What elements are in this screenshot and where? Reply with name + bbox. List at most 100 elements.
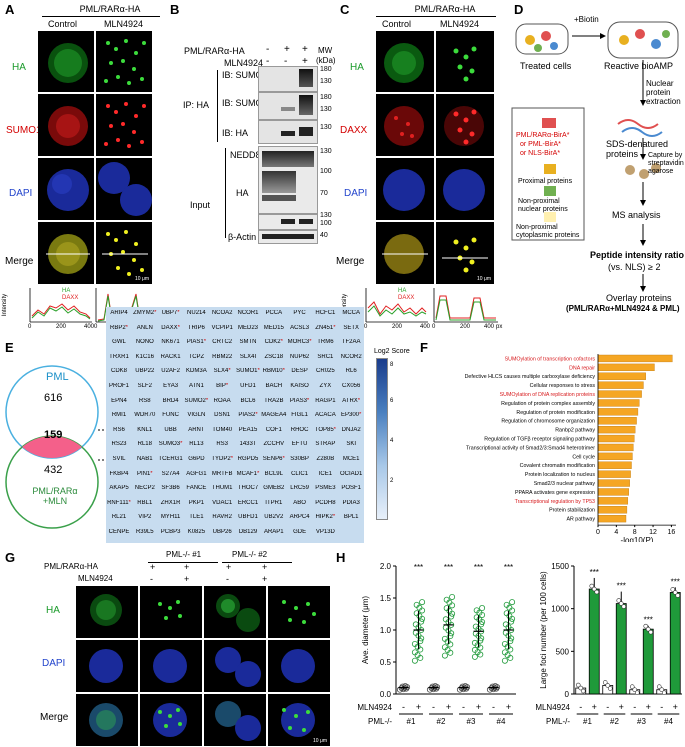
gene-cell: ROAA [213, 397, 231, 404]
gene-cell: TOP85* [314, 426, 337, 433]
sign-b-1-3: + [302, 44, 308, 55]
h-mln-sign: + [416, 702, 421, 712]
gene-cell: KAISO [290, 383, 309, 389]
micrograph-a-merge-control [38, 222, 94, 284]
f-term-label: Smad2/3 nuclear pathway [534, 481, 596, 487]
panel-c-legend-ha: HA [398, 288, 407, 294]
micrograph-c-merge-mln: 10 μm [436, 222, 494, 284]
h-clone-label: #4 [497, 717, 506, 726]
panel-g-row-merge: Merge [40, 712, 69, 723]
gene-cell: SUMO1* [236, 368, 260, 375]
h-row-mln: MLN4924 [357, 703, 392, 712]
h1-point [479, 605, 486, 612]
h2-point [672, 590, 678, 595]
f-term-label: DNA repair [569, 365, 595, 371]
gene-cell: VDAC1 [212, 499, 233, 506]
f-tick-label: 16 [668, 529, 676, 536]
h2-point [580, 688, 586, 694]
gene-cell: CX056 [342, 383, 361, 389]
h1-point [419, 599, 426, 606]
gene-cell: SUMO3* [158, 441, 183, 448]
gene-cell: MCCA [342, 310, 361, 316]
f-bar [597, 470, 631, 478]
f-tick-label: 0 [596, 529, 600, 536]
f-bar [597, 452, 633, 461]
panel-c-label: C [340, 2, 350, 17]
gene-cell: TRM6 [317, 339, 334, 346]
gene-cell: RMI1 [111, 412, 127, 419]
gene-cell: NUP62 [289, 353, 310, 360]
h1-point [441, 635, 448, 642]
h-mln-sign: - [579, 702, 582, 712]
gene-cell: HCFC1 [315, 310, 336, 316]
panel-b-mw-unit: (kDa) [316, 56, 336, 65]
sign-g-2-1: - [150, 574, 153, 584]
f-term-label: SUMOylation of transcription cofactors [505, 356, 596, 362]
h-mln-sign: - [606, 702, 609, 712]
f-bar [597, 497, 629, 505]
gene-cell: ARIP4 [110, 310, 128, 316]
h2-point [661, 690, 667, 696]
h-clone-label: #4 [664, 717, 673, 726]
h2-point [629, 684, 635, 690]
gene-cell: MCAF1* [236, 470, 260, 477]
h2-tick-label: 0 [565, 690, 570, 699]
h2-bar [642, 628, 654, 695]
gene-cell: SRC1 [317, 353, 334, 360]
gene-cell: SMTN [239, 339, 257, 346]
h1-point [507, 638, 514, 645]
micrograph-g-merge-4: 10 μm [268, 694, 330, 746]
sign-g-1-2: + [184, 562, 190, 572]
gene-cell: DSN1 [214, 412, 231, 419]
h-mln-sign: + [592, 702, 597, 712]
gene-cell: EFTU [291, 441, 308, 448]
gene-cell: SUMO2* [184, 397, 209, 404]
blot-sumo1 [258, 66, 318, 92]
f-term-label: Ranbp2 pathway [555, 428, 595, 434]
panel-g-treat-1: PML/RARα-HA [44, 562, 98, 571]
gene-cell: ANLN [136, 324, 153, 331]
h2-point [632, 687, 638, 693]
h2-tick-label: 1500 [551, 562, 569, 571]
gene-cell: DNJA2 [341, 426, 361, 433]
f-tick-label: 12 [649, 529, 657, 536]
colorbar [376, 358, 388, 520]
tick-c2-x400: 400 [484, 324, 495, 330]
h-row-pml: PML-/- [546, 717, 570, 726]
h-mln-sign: - [462, 702, 465, 712]
mw-5: 130 [320, 124, 332, 131]
gene-cell: POSF1 [341, 485, 362, 492]
h-clone-label: #1 [407, 717, 416, 726]
gene-cell: UB2V2 [264, 514, 284, 521]
h1-point [501, 640, 508, 647]
gene-cell: NU214 [187, 310, 206, 316]
gene-cell: SLF2 [137, 383, 152, 389]
h2-point [670, 587, 676, 592]
micrograph-g-dapi-4 [268, 640, 330, 692]
micrograph-a-ha-control [38, 31, 94, 92]
gene-cell: STRAP [315, 441, 336, 448]
h1-point [411, 649, 418, 656]
tick-c-x400: 400 [420, 324, 431, 330]
gene-cell: ZMYM2* [133, 310, 157, 316]
sign-b-2-2: - [284, 56, 288, 67]
h2-sig: *** [644, 616, 653, 625]
f-bar [597, 514, 627, 523]
d-step-overlay-sub: (PML/RARα+MLN4924 & PML) [566, 304, 680, 313]
venn-only-a: 616 [44, 392, 63, 404]
gene-cell: RL6 [345, 368, 357, 375]
gene-cell: RS3 [216, 441, 229, 448]
gene-cell: SENP6* [262, 456, 285, 462]
tick-a-x0: 0 [28, 324, 32, 330]
h2-tick-label: 500 [556, 647, 570, 656]
f-term-label: PPARA activates gene expression [515, 490, 595, 496]
gene-cell: THOC7 [237, 485, 259, 492]
h1-point [471, 639, 478, 646]
gene-cell: BCL6 [240, 397, 256, 404]
micrograph-c-merge-control [376, 222, 434, 284]
micrograph-g-dapi-1 [76, 640, 138, 692]
panel-c-legend-daxx: DAXX [398, 295, 415, 301]
gene-cell: 1433T [239, 441, 257, 448]
gene-cell: DAXX* [161, 324, 180, 331]
gene-cell: TF2AA [341, 339, 361, 346]
